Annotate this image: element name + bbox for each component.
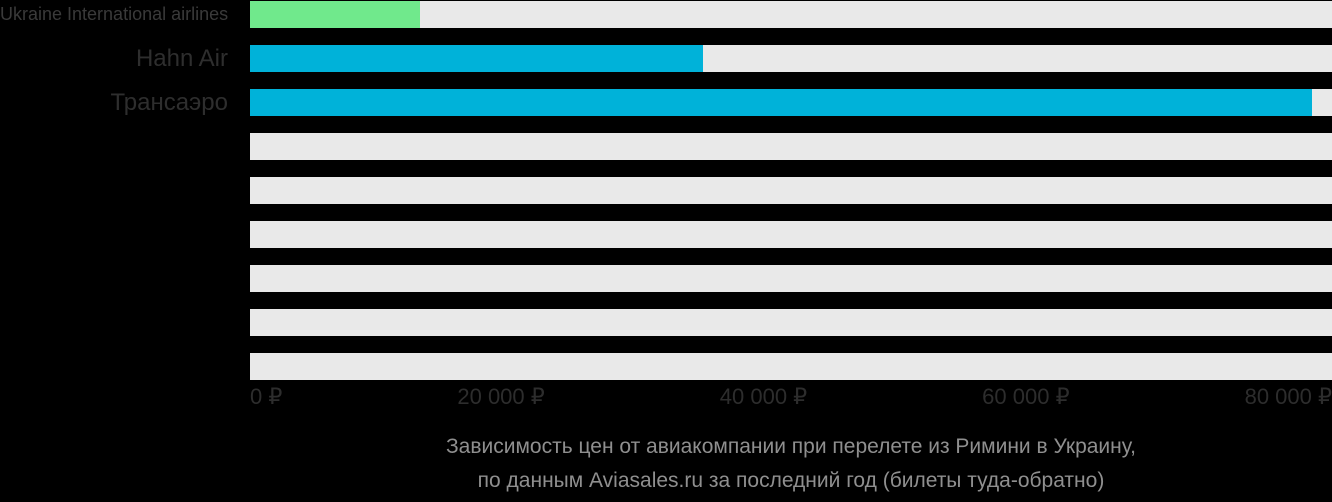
bar xyxy=(250,1,421,28)
bar-track xyxy=(250,133,1332,160)
bar-row xyxy=(0,177,1332,204)
chart-caption: Зависимость цен от авиакомпании при пере… xyxy=(250,430,1332,498)
bar xyxy=(250,45,704,72)
x-axis-tick-label: 80 000 ₽ xyxy=(1244,384,1332,409)
x-axis: 0 ₽ 20 000 ₽ 40 000 ₽ 60 000 ₽ 80 000 ₽ xyxy=(250,384,1332,410)
category-label: Ukraine International airlines xyxy=(0,4,229,24)
bar-track xyxy=(250,309,1332,336)
caption-line-2: по данным Aviasales.ru за последний год … xyxy=(477,469,1105,492)
category-label: Hahn Air xyxy=(135,44,228,72)
bar-row: Ukraine International airlines xyxy=(0,1,1332,28)
bar-row xyxy=(0,353,1332,380)
x-axis-tick-label: 20 000 ₽ xyxy=(457,384,545,409)
bar-row xyxy=(0,133,1332,160)
bar-track xyxy=(250,89,1332,116)
x-axis-tick-label: 60 000 ₽ xyxy=(982,384,1070,409)
bar-track xyxy=(250,353,1332,380)
bar-track xyxy=(250,221,1332,248)
bar-row xyxy=(0,265,1332,292)
bar-track xyxy=(250,1,1332,28)
bar-track xyxy=(250,177,1332,204)
caption-line-1: Зависимость цен от авиакомпании при пере… xyxy=(445,435,1136,458)
bar xyxy=(250,89,1312,116)
bar-track xyxy=(250,45,1332,72)
category-label: Трансаэро xyxy=(110,88,228,116)
bar-row: Hahn Air xyxy=(0,45,1332,72)
bar-rows: Ukraine International airlines Hahn Air Тр… xyxy=(0,1,1332,397)
x-axis-tick-label: 0 ₽ xyxy=(250,384,283,409)
bar-row xyxy=(0,221,1332,248)
bar-row xyxy=(0,309,1332,336)
bar-row: Трансаэро xyxy=(0,89,1332,116)
bar-track xyxy=(250,265,1332,292)
x-axis-tick-label: 40 000 ₽ xyxy=(719,384,808,409)
